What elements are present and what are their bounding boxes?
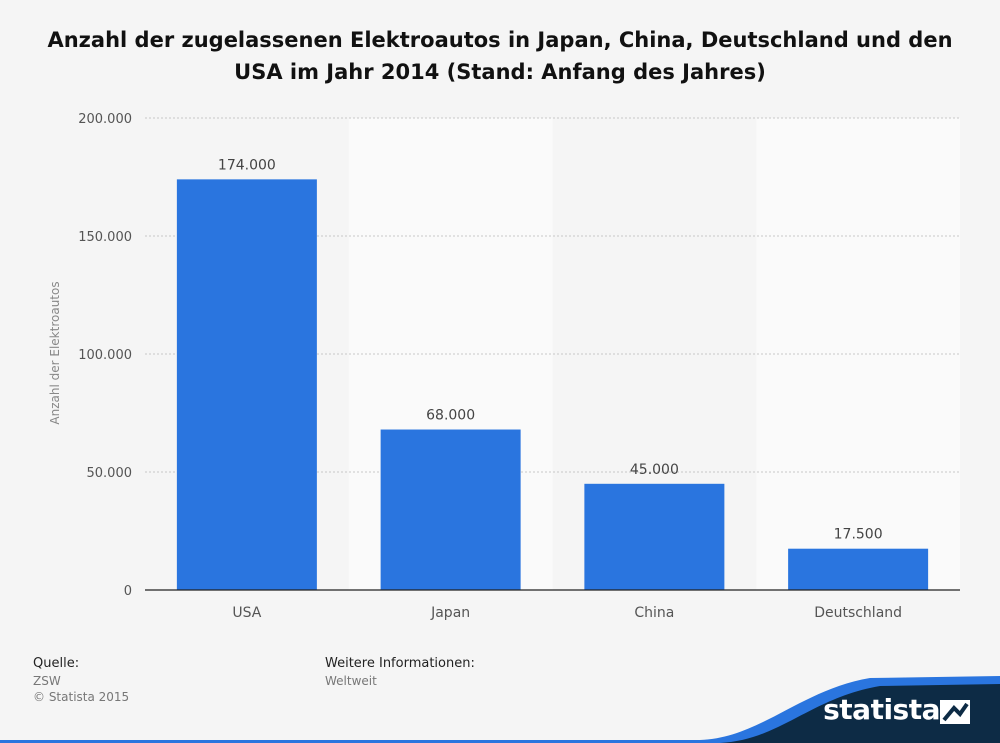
footer-wave bbox=[0, 676, 1000, 743]
y-tick-label: 200.000 bbox=[78, 112, 132, 127]
y-tick-label: 50.000 bbox=[87, 466, 133, 481]
y-tick-label: 150.000 bbox=[78, 230, 132, 245]
bar-chart: 174.000 68.000 45.000 17.500 0 50.000 100.000… bbox=[48, 112, 960, 621]
x-tick-label: China bbox=[634, 605, 674, 621]
statista-logo-icon bbox=[940, 700, 970, 724]
y-tick-label: 0 bbox=[124, 584, 132, 599]
x-tick-label: Japan bbox=[430, 605, 470, 621]
source-name: ZSW bbox=[33, 674, 61, 688]
info-heading: Weitere Informationen: bbox=[325, 656, 475, 671]
statista-logo[interactable]: statista bbox=[823, 693, 940, 726]
y-tick-label: 100.000 bbox=[78, 348, 132, 363]
value-labels: 174.000 68.000 45.000 17.500 bbox=[218, 157, 883, 542]
bar[interactable] bbox=[584, 483, 725, 590]
y-tick-labels: 0 50.000 100.000 150.000 200.000 bbox=[78, 112, 132, 599]
x-tick-label: USA bbox=[232, 605, 261, 621]
value-label: 174.000 bbox=[218, 157, 276, 173]
value-label: 17.500 bbox=[834, 527, 883, 543]
copyright-text: © Statista 2015 bbox=[33, 690, 130, 704]
bars bbox=[176, 179, 929, 591]
bar[interactable] bbox=[788, 548, 929, 590]
x-tick-label: Deutschland bbox=[814, 605, 902, 621]
chart-title: Anzahl der zugelassenen Elektroautos in … bbox=[47, 28, 953, 84]
footer-wave-dark bbox=[0, 684, 1000, 743]
bar[interactable] bbox=[380, 429, 521, 590]
info-value: Weltweit bbox=[325, 674, 377, 688]
x-tick-labels: USA Japan China Deutschland bbox=[232, 605, 902, 621]
value-label: 45.000 bbox=[630, 462, 679, 478]
y-axis-label: Anzahl der Elektroautos bbox=[48, 281, 62, 424]
bar[interactable] bbox=[176, 179, 317, 591]
value-label: 68.000 bbox=[426, 408, 475, 424]
source-heading: Quelle: bbox=[33, 656, 80, 671]
